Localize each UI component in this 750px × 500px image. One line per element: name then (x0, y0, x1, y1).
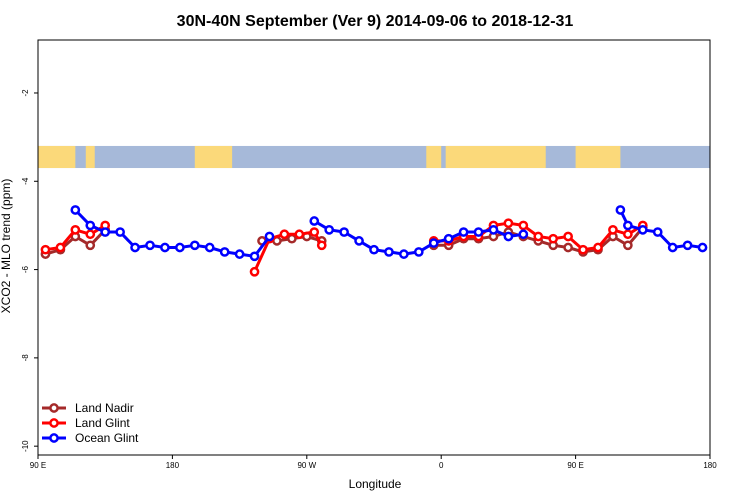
ocean-glint-point (369, 244, 379, 255)
x-tick-label: 90 W (297, 461, 316, 470)
land-glint-point (623, 229, 633, 240)
land-ocean-band (38, 145, 710, 169)
land-region (445, 145, 546, 169)
land-nadir-point (563, 242, 573, 253)
y-tick-label: -2 (21, 89, 30, 97)
land-nadir-point (287, 233, 297, 244)
land-region (85, 145, 95, 169)
ocean-glint-point (175, 242, 185, 253)
x-tick-label: 0 (439, 461, 444, 470)
legend-label: Land Nadir (75, 401, 134, 415)
ocean-glint-point (324, 224, 335, 235)
ocean-glint-point (309, 216, 320, 226)
y-axis-label: XCO2 - MLO trend (ppm) (0, 179, 13, 314)
chart-title: 30N-40N September (Ver 9) 2014-09-06 to … (177, 13, 574, 30)
legend-label: Land Glint (75, 416, 130, 430)
ocean-glint-point (234, 249, 245, 259)
ocean-glint-point (189, 240, 200, 251)
land-glint-point (70, 224, 81, 235)
ocean-glint-point (652, 227, 663, 237)
land-glint-point (563, 231, 573, 242)
ocean-glint-point (219, 247, 230, 257)
ocean-glint-point (160, 242, 170, 253)
land-region (194, 145, 233, 169)
land-glint-point (249, 266, 260, 277)
land-glint-point (518, 220, 529, 231)
ocean-glint-point (667, 242, 678, 253)
y-tick-label: -6 (21, 265, 30, 273)
ocean-glint-point (100, 227, 111, 237)
x-axis: 90 E 180 90 W 0 90 E 180 (30, 455, 717, 470)
land-glint-point (85, 229, 96, 240)
plot-frame (37, 39, 711, 456)
land-glint-point (533, 231, 544, 242)
land-glint-point (608, 224, 618, 235)
land-glint-point (279, 229, 290, 240)
land-glint-point (503, 218, 514, 229)
x-tick-label: 90 E (567, 461, 583, 470)
ocean-glint-point (249, 251, 260, 262)
ocean-glint-point (458, 227, 469, 237)
ocean-glint-point (339, 227, 349, 237)
legend-item-land-nadir: Land Nadir (42, 401, 134, 415)
ocean-glint-point (204, 242, 215, 253)
legend-label: Ocean Glint (75, 431, 139, 445)
ocean-glint-point (428, 238, 439, 248)
land-glint-point (593, 242, 603, 253)
land-glint-point (548, 233, 559, 244)
y-tick-label: -10 (21, 440, 30, 452)
ocean-glint-point (399, 249, 409, 259)
land-nadir-point (85, 240, 96, 251)
ocean-glint-point (70, 205, 81, 215)
ocean-glint-point (518, 229, 529, 240)
legend-marker (49, 433, 59, 443)
x-tick-label: 180 (703, 461, 717, 470)
ocean-glint-point (615, 205, 626, 215)
legend-item-ocean-glint: Ocean Glint (42, 431, 139, 445)
x-tick-label: 90 E (30, 461, 46, 470)
ocean-glint-point (85, 220, 96, 231)
ocean-glint-point (488, 224, 499, 235)
ocean-glint-point (697, 242, 708, 253)
series-ocean-glint (70, 205, 708, 262)
ocean-glint-point (473, 227, 484, 237)
ocean-glint-point (682, 240, 693, 251)
ocean-glint-point (637, 224, 648, 235)
y-axis: -2 -4 -6 -8 -10 (21, 89, 38, 452)
ocean-glint-point (623, 220, 633, 231)
ocean-glint-point (413, 247, 424, 257)
land-region (426, 145, 442, 169)
ocean-glint-point (384, 247, 394, 257)
land-region (575, 145, 621, 169)
land-glint-point (309, 227, 320, 237)
ocean-glint-point (443, 233, 454, 244)
land-glint-point (316, 240, 327, 251)
land-glint-point (294, 229, 305, 240)
land-glint-point (55, 242, 66, 253)
ocean-glint-point (130, 242, 140, 253)
land-nadir-point (623, 240, 633, 251)
legend-item-land-glint: Land Glint (42, 416, 130, 430)
land-glint-point (40, 244, 51, 255)
ocean-glint-point (145, 240, 155, 251)
legend-marker (49, 403, 59, 413)
land-region (38, 145, 76, 169)
x-axis-label: Longitude (349, 477, 402, 491)
legend-marker (49, 418, 59, 428)
series-layer (40, 205, 708, 277)
ocean-glint-point (264, 231, 275, 242)
y-tick-label: -8 (21, 354, 30, 362)
y-tick-label: -4 (21, 177, 30, 185)
ocean-glint-point (354, 236, 364, 246)
ocean-glint-point (503, 231, 514, 242)
land-glint-point (578, 244, 588, 255)
x-tick-label: 180 (166, 461, 180, 470)
ocean-glint-point (115, 227, 125, 237)
